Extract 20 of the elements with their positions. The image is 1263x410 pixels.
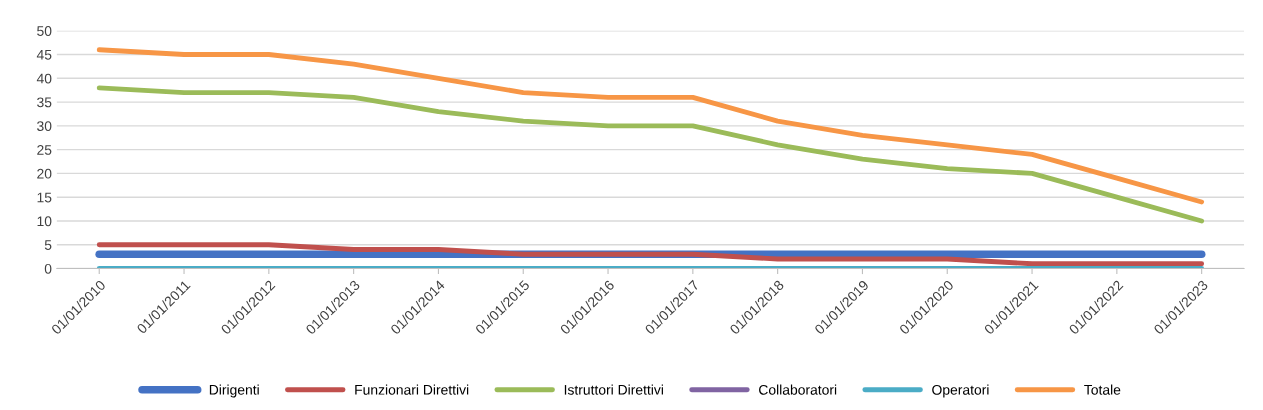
y-tick-label: 30: [37, 121, 52, 132]
y-tick-label: 25: [37, 144, 52, 155]
legend-label: Funzionari Direttivi: [355, 384, 469, 395]
y-tick-label: 20: [37, 168, 52, 179]
y-tick-label: 35: [37, 97, 52, 108]
legend-label: Totale: [1084, 384, 1121, 395]
legend-label: Collaboratori: [759, 384, 837, 395]
line-series: [96, 85, 1205, 224]
y-tick-label: 45: [36, 50, 52, 60]
legend-label: Dirigenti: [209, 384, 259, 398]
y-tick-label: 10: [37, 216, 52, 227]
legend-label: Istruttori Direttivi: [564, 384, 663, 395]
line-series: [96, 47, 1205, 205]
y-tick-label: 40: [36, 73, 52, 84]
y-tick-label: 0: [44, 263, 52, 274]
line-series: [96, 242, 1205, 267]
y-tick-label: 5: [44, 240, 52, 250]
y-tick-label: 15: [37, 192, 52, 203]
y-tick-label: 50: [37, 26, 52, 36]
legend-label: Operatori: [932, 384, 989, 398]
